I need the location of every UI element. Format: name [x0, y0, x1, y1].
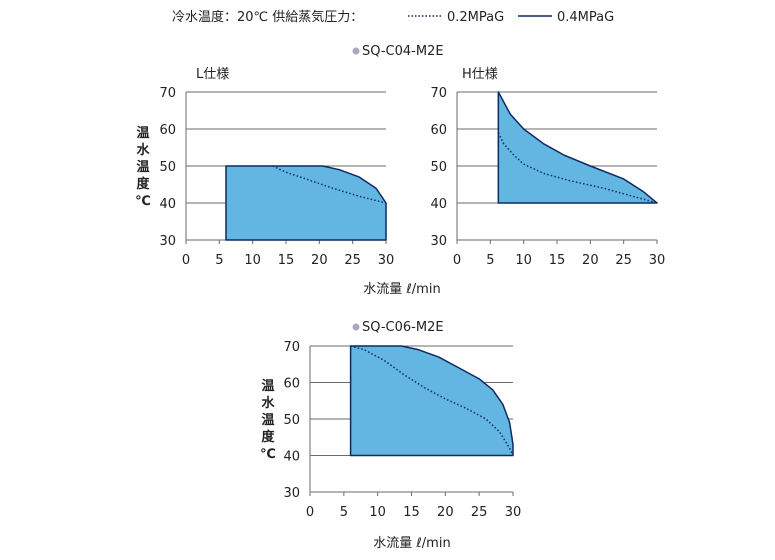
- x-tick-label: 10: [515, 253, 532, 268]
- y-tick-label: 60: [283, 377, 300, 392]
- model-bullet: [352, 323, 360, 331]
- y-tick-label: 40: [159, 197, 176, 212]
- panel-title: H仕様: [462, 67, 498, 82]
- x-tick-label: 0: [453, 253, 461, 268]
- y-axis-label-char: 水: [136, 142, 150, 158]
- y-axis-label-char: ℃: [260, 447, 276, 462]
- y-axis-label-char: 水: [261, 395, 275, 411]
- x-tick-label: 5: [215, 253, 223, 268]
- y-axis-label-char: ℃: [135, 194, 151, 209]
- x-tick-label: 20: [437, 505, 454, 520]
- y-tick-label: 50: [430, 160, 447, 175]
- y-tick-label: 40: [430, 197, 447, 212]
- x-axis-label: 水流量 ℓ/min: [363, 282, 440, 297]
- y-axis-label-char: 温: [136, 160, 149, 175]
- y-tick-label: 30: [430, 234, 447, 249]
- series-0-4mpag-area: [225, 165, 387, 241]
- legend-solid-label: 0.4MPaG: [557, 10, 614, 25]
- y-tick-label: 60: [430, 123, 447, 138]
- x-tick-label: 10: [244, 253, 261, 268]
- y-tick-label: 50: [283, 413, 300, 428]
- x-tick-label: 0: [182, 253, 190, 268]
- x-tick-label: 30: [378, 253, 395, 268]
- x-tick-label: 10: [369, 505, 386, 520]
- y-tick-label: 30: [159, 234, 176, 249]
- model-label: SQ-C06-M2E: [362, 320, 444, 335]
- legend: 冷水温度：20℃ 供給蒸気圧力： 0.2MPaG 0.4MPaG: [172, 9, 614, 25]
- y-tick-label: 70: [430, 86, 447, 101]
- y-tick-label: 70: [283, 340, 300, 355]
- x-tick-label: 15: [278, 253, 295, 268]
- panel-title: L仕様: [196, 67, 229, 82]
- x-tick-label: 15: [403, 505, 420, 520]
- x-tick-label: 25: [471, 505, 488, 520]
- y-tick-label: 50: [159, 160, 176, 175]
- y-tick-label: 30: [283, 486, 300, 501]
- x-tick-label: 15: [549, 253, 566, 268]
- x-tick-label: 20: [582, 253, 599, 268]
- chart-2: 30 40 50 60 70 0 5 10 15 20 25 30 H仕様: [430, 67, 665, 268]
- y-axis-label-char: 温: [261, 413, 274, 428]
- y-tick-label: 70: [159, 86, 176, 101]
- x-tick-label: 25: [344, 253, 361, 268]
- x-tick-label: 20: [311, 253, 328, 268]
- y-tick-label: 60: [159, 123, 176, 138]
- y-axis-label-char: 度: [261, 429, 275, 445]
- y-axis-label-char: 温: [136, 126, 149, 141]
- x-tick-label: 30: [505, 505, 522, 520]
- x-axis-label: 水流量 ℓ/min: [373, 536, 450, 551]
- model-label: SQ-C04-M2E: [362, 44, 444, 59]
- series-0-4mpag-area: [349, 345, 514, 457]
- y-axis-label-char: 度: [136, 176, 150, 192]
- y-axis-label-char: 温: [261, 379, 274, 394]
- series-0-4mpag-area: [497, 91, 658, 204]
- x-tick-label: 5: [486, 253, 494, 268]
- model-bullet: [352, 47, 360, 55]
- series-0-2mpag-line: [497, 132, 658, 204]
- y-tick-label: 40: [283, 450, 300, 465]
- x-tick-label: 30: [649, 253, 666, 268]
- x-tick-label: 5: [340, 505, 348, 520]
- x-tick-label: 0: [306, 505, 314, 520]
- series-0-2mpag-line: [272, 165, 387, 204]
- legend-dotted-label: 0.2MPaG: [447, 10, 504, 25]
- x-tick-label: 25: [615, 253, 632, 268]
- legend-condition: 冷水温度：20℃ 供給蒸気圧力：: [172, 9, 363, 25]
